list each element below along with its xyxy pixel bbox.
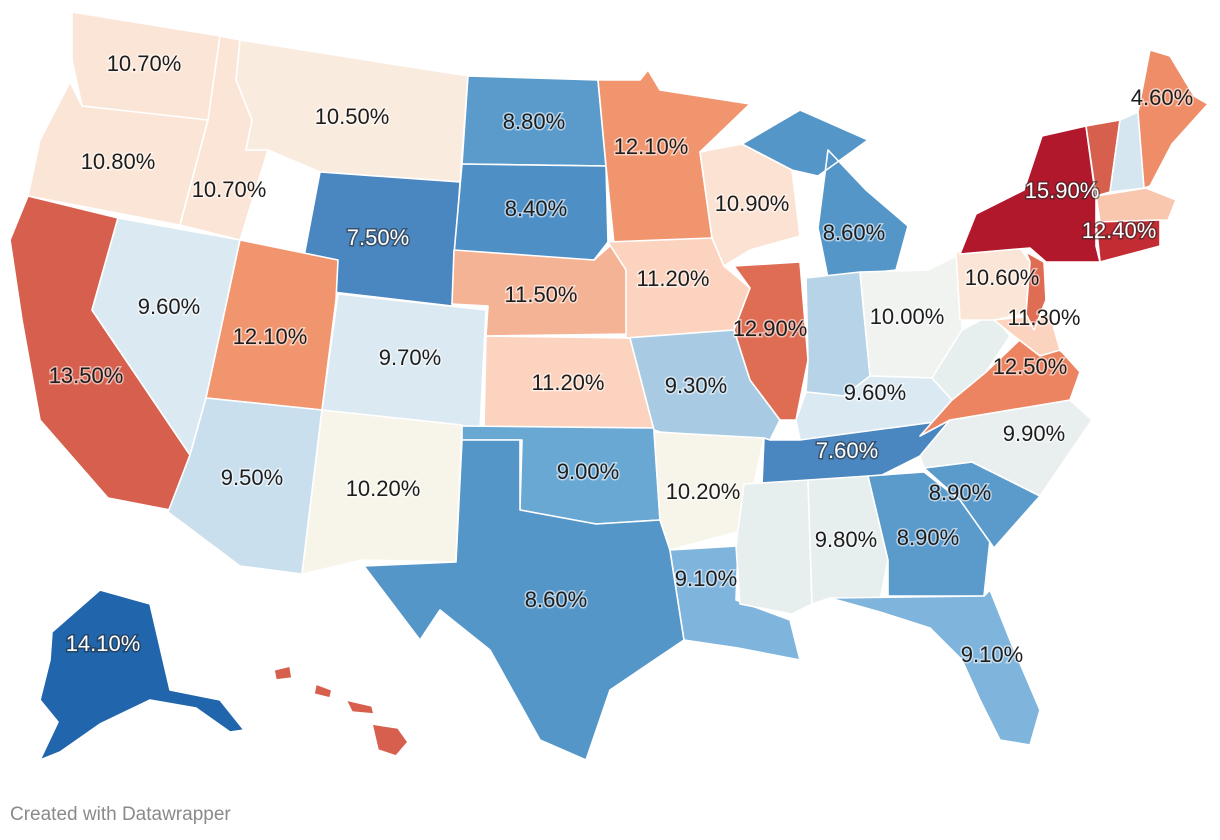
label-virginia: 12.50% <box>993 354 1068 379</box>
state-new-jersey <box>1025 251 1047 331</box>
state-connecticut <box>1095 219 1161 263</box>
state-hawaii <box>273 665 409 757</box>
label-minnesota: 12.10% <box>614 134 689 159</box>
label-south-carolina: 8.90% <box>929 480 991 505</box>
states-layer <box>9 11 1209 761</box>
label-new-york: 15.90% <box>1025 178 1100 203</box>
label-alaska: 14.10% <box>66 631 141 656</box>
label-pennsylvania: 10.60% <box>965 265 1040 290</box>
state-mississippi <box>735 479 813 615</box>
state-alaska <box>39 589 245 761</box>
label-maine: 4.60% <box>1131 85 1193 110</box>
label-washington: 10.70% <box>107 51 182 76</box>
state-maine <box>1137 49 1209 189</box>
state-south-dakota <box>453 163 609 261</box>
state-texas <box>363 439 685 761</box>
label-colorado: 9.70% <box>379 345 441 370</box>
label-florida: 9.10% <box>961 642 1023 667</box>
label-kentucky: 9.60% <box>844 380 906 405</box>
label-utah: 12.10% <box>233 324 308 349</box>
label-illinois: 12.90% <box>733 316 808 341</box>
label-tennessee: 7.60% <box>816 438 878 463</box>
label-montana: 10.50% <box>315 104 390 129</box>
label-missouri: 9.30% <box>665 373 727 398</box>
state-tennessee <box>761 419 951 485</box>
datawrapper-credit[interactable]: Created with Datawrapper <box>10 804 231 825</box>
label-ohio: 10.00% <box>870 304 945 329</box>
label-nebraska: 11.50% <box>505 282 578 307</box>
state-new-york <box>959 125 1101 263</box>
label-michigan: 8.60% <box>823 220 885 245</box>
state-west-virginia <box>931 313 1011 401</box>
state-massachusetts <box>1095 187 1177 223</box>
label-wisconsin: 10.90% <box>715 191 790 216</box>
us-map: 10.70% 10.80% 13.50% 10.70% 9.60% 10.50%… <box>9 11 1209 761</box>
label-oklahoma: 9.00% <box>557 459 619 484</box>
label-new-mexico: 10.20% <box>346 476 421 501</box>
label-idaho: 10.70% <box>192 177 267 202</box>
state-indiana <box>805 271 871 397</box>
label-kansas: 11.20% <box>532 370 605 395</box>
label-nevada: 9.60% <box>138 294 200 319</box>
label-wyoming: 7.50% <box>347 225 409 250</box>
label-maryland: 11.30% <box>1008 305 1081 330</box>
label-arkansas: 10.20% <box>666 479 741 504</box>
state-georgia <box>867 471 991 597</box>
label-south-dakota: 8.40% <box>505 196 567 221</box>
label-oregon: 10.80% <box>81 149 156 174</box>
label-iowa: 11.20% <box>637 266 710 291</box>
labels-layer: 10.70% 10.80% 13.50% 10.70% 9.60% 10.50%… <box>47 49 1195 668</box>
label-north-carolina: 9.90% <box>1003 421 1065 446</box>
state-illinois <box>733 261 809 421</box>
state-minnesota <box>597 69 751 245</box>
state-florida <box>829 589 1041 746</box>
label-louisiana: 9.10% <box>675 566 737 591</box>
label-texas: 8.60% <box>525 587 587 612</box>
label-connecticut: 12.40% <box>1082 218 1157 243</box>
label-alabama: 9.80% <box>815 527 877 552</box>
label-california: 13.50% <box>49 363 124 388</box>
label-georgia: 8.90% <box>897 525 959 550</box>
label-north-dakota: 8.80% <box>503 109 565 134</box>
state-michigan <box>741 109 909 279</box>
state-arkansas <box>653 431 765 551</box>
label-arizona: 9.50% <box>221 465 283 490</box>
state-new-mexico <box>301 409 463 575</box>
